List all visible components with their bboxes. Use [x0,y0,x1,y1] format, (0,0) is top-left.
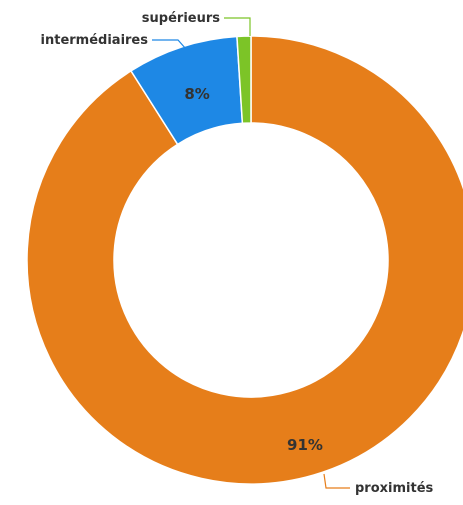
leader-line-supérieurs [224,17,251,36]
leader-line-proximités [323,473,350,489]
slice-supérieurs [236,35,252,125]
slice-proximités [26,35,463,485]
category-label-proximités: proximités [355,481,434,496]
labels-group: 91% proximités 8% intermédiaires supérieurs [41,11,434,496]
category-label-intermédiaires: intermédiaires [41,33,149,48]
leader-lines-group [152,17,350,489]
data-label-proximités: 91% [287,436,323,454]
data-label-intermédiaires: 8% [184,85,209,103]
leader-line-intermédiaires [152,39,187,50]
category-label-supérieurs: supérieurs [142,11,220,26]
slices-group [26,35,463,485]
